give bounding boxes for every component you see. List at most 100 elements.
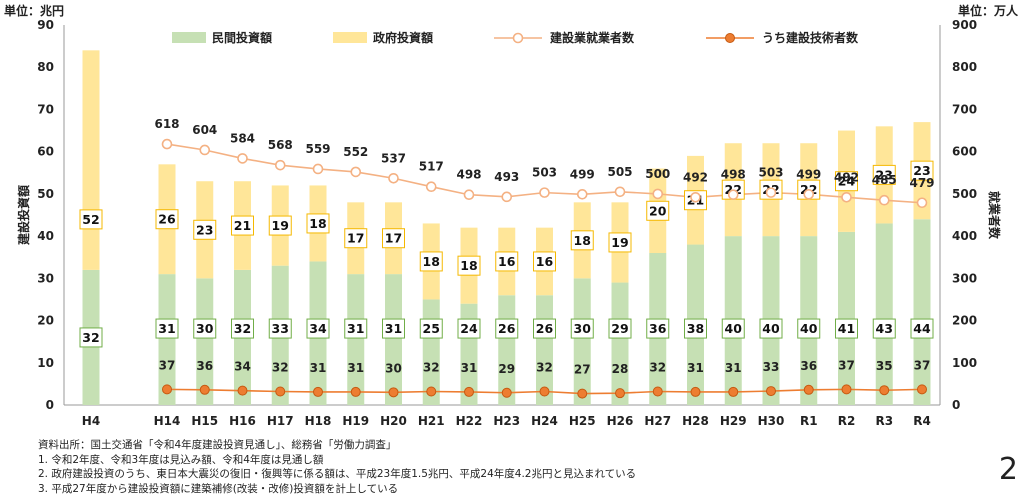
value-private-box — [910, 318, 934, 339]
point-engineers — [426, 386, 437, 397]
point-engineers — [313, 386, 323, 397]
label-workers: 499 — [796, 167, 821, 181]
value-government-box — [570, 230, 594, 251]
bar-private — [158, 274, 176, 405]
label-workers: 552 — [343, 145, 368, 159]
legend-label-workers: 建設業就業者数 — [549, 30, 635, 45]
value-private-box — [155, 318, 179, 339]
value-private: 32 — [82, 330, 99, 345]
label-engineers: 32 — [272, 360, 289, 374]
value-private: 29 — [611, 321, 628, 336]
x-tick-label: H25 — [569, 414, 596, 428]
label-engineers: 32 — [536, 360, 553, 374]
value-private-box — [231, 318, 254, 339]
label-engineers: 37 — [838, 358, 855, 372]
value-government: 16 — [536, 254, 554, 269]
right-tick-label: 900 — [952, 18, 977, 32]
value-government: 52 — [82, 212, 99, 227]
point-workers — [576, 189, 588, 200]
note-3: 3. 平成27年度から建設投資額に建築補修(改装・改修)投資額を計上している — [38, 482, 399, 495]
value-private-box — [495, 318, 519, 339]
value-private-box — [533, 318, 556, 339]
right-axis-title: 就業者数 — [987, 191, 1002, 240]
point-workers — [463, 189, 475, 201]
x-tick-label: R1 — [800, 414, 818, 428]
point-engineers — [577, 388, 588, 399]
value-government-box — [268, 215, 292, 236]
value-government: 21 — [234, 218, 251, 233]
value-government-box — [79, 209, 103, 230]
value-private: 43 — [876, 321, 893, 336]
value-private: 31 — [385, 321, 402, 336]
point-engineers — [917, 384, 927, 395]
value-private: 40 — [725, 321, 743, 336]
x-tick-label: H27 — [644, 414, 671, 428]
value-private: 40 — [762, 321, 780, 336]
value-government-box — [608, 232, 632, 253]
point-engineers — [237, 385, 248, 396]
value-government-box — [306, 213, 330, 234]
point-workers — [199, 144, 211, 156]
label-engineers: 33 — [763, 360, 780, 374]
x-tick-label: R3 — [875, 414, 893, 428]
left-tick-label: 70 — [37, 102, 54, 116]
point-workers — [350, 166, 362, 178]
label-engineers: 36 — [196, 359, 213, 373]
point-workers — [690, 191, 701, 203]
label-engineers: 34 — [234, 360, 251, 374]
value-private-box — [382, 318, 405, 339]
value-private: 30 — [196, 321, 214, 336]
value-government-box — [533, 251, 556, 272]
x-tick-label: H26 — [607, 414, 634, 428]
value-government-box — [419, 251, 443, 272]
value-private-box — [835, 318, 858, 339]
x-tick-label: R2 — [838, 414, 856, 428]
value-private-box — [193, 318, 217, 339]
point-engineers — [501, 387, 512, 398]
label-engineers: 29 — [498, 362, 515, 376]
point-engineers — [766, 386, 776, 397]
left-tick-label: 50 — [37, 187, 54, 201]
right-axis-unit: 単位：万人 — [957, 4, 1018, 18]
legend-swatch-private — [172, 32, 206, 43]
point-workers — [388, 172, 399, 184]
value-private: 38 — [687, 321, 704, 336]
x-tick-label: H19 — [342, 414, 369, 428]
right-tick-label: 700 — [952, 102, 977, 116]
value-private-box — [570, 318, 594, 339]
value-government: 17 — [347, 231, 364, 246]
point-workers — [765, 187, 777, 198]
left-axis-unit: 単位：兆円 — [4, 4, 65, 18]
x-tick-label: H24 — [531, 414, 558, 428]
label-engineers: 31 — [725, 361, 742, 375]
right-tick-label: 100 — [952, 356, 977, 370]
point-workers — [425, 181, 437, 193]
value-government: 16 — [498, 254, 516, 269]
value-government-box — [155, 209, 179, 230]
label-engineers: 27 — [574, 363, 591, 377]
bar-private — [913, 219, 931, 405]
point-workers — [614, 186, 626, 198]
point-workers — [237, 153, 248, 164]
left-tick-label: 80 — [37, 60, 54, 74]
bar-private — [611, 282, 629, 405]
label-engineers: 32 — [649, 360, 666, 374]
label-workers: 618 — [154, 117, 179, 131]
value-private: 44 — [913, 321, 931, 336]
left-tick-label: 40 — [37, 229, 54, 243]
legend-label-engineers: うち建設技術者数 — [762, 30, 859, 45]
value-private-box — [306, 318, 330, 339]
legend-label-private: 民間投資額 — [212, 30, 272, 45]
x-tick-label: H16 — [229, 414, 256, 428]
note-2: 2. 政府建設投資のうち、東日本大震災の復旧・復興等に係る額は、平成23年度1.… — [38, 468, 637, 480]
point-engineers — [803, 384, 814, 395]
label-workers: 517 — [419, 160, 444, 174]
point-engineers — [879, 385, 890, 396]
point-workers — [652, 188, 664, 200]
point-engineers — [350, 386, 361, 397]
value-private: 24 — [460, 321, 478, 336]
point-workers — [539, 187, 550, 198]
point-workers — [274, 159, 286, 171]
label-workers: 503 — [758, 166, 783, 180]
chart-notes: 資料出所：国土交通省「令和4年度建設投資見通し」、総務省「労働力調査」 1. 令… — [38, 438, 636, 496]
